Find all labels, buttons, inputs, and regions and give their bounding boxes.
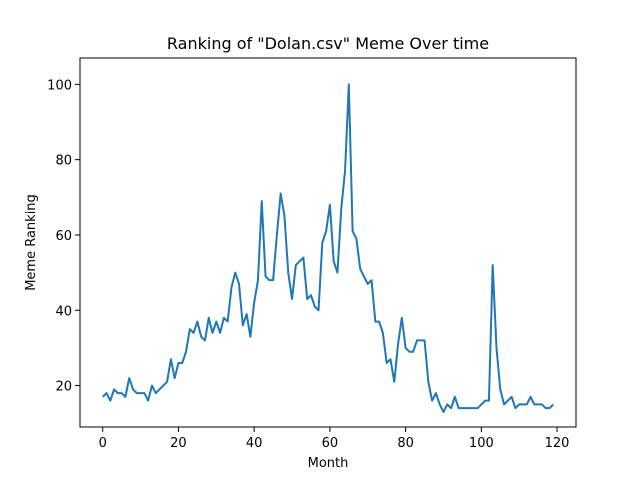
- x-axis: 0 20 40 60 80 100 120: [99, 427, 570, 451]
- axes-frame: [79, 57, 577, 428]
- plot-area: [102, 83, 554, 413]
- y-tick-label: 100: [47, 78, 72, 93]
- x-tick-label: 80: [397, 436, 414, 451]
- x-tick-label: 60: [322, 436, 339, 451]
- y-tick-label: 40: [55, 304, 72, 319]
- y-tick-label: 20: [55, 380, 72, 395]
- x-tick-label: 0: [99, 436, 107, 451]
- x-tick-label: 40: [246, 436, 263, 451]
- series-line-1: [102, 83, 554, 413]
- chart-title: Ranking of "Dolan.csv" Meme Over time: [167, 34, 489, 53]
- y-axis: 20 40 60 80 100: [47, 78, 80, 395]
- x-tick-label: 120: [545, 436, 570, 451]
- x-axis-label: Month: [308, 456, 349, 471]
- y-tick-label: 80: [55, 154, 72, 169]
- y-axis-label: Meme Ranking: [24, 194, 39, 291]
- y-tick-label: 60: [55, 229, 72, 244]
- x-tick-label: 20: [170, 436, 187, 451]
- x-tick-label: 100: [469, 436, 494, 451]
